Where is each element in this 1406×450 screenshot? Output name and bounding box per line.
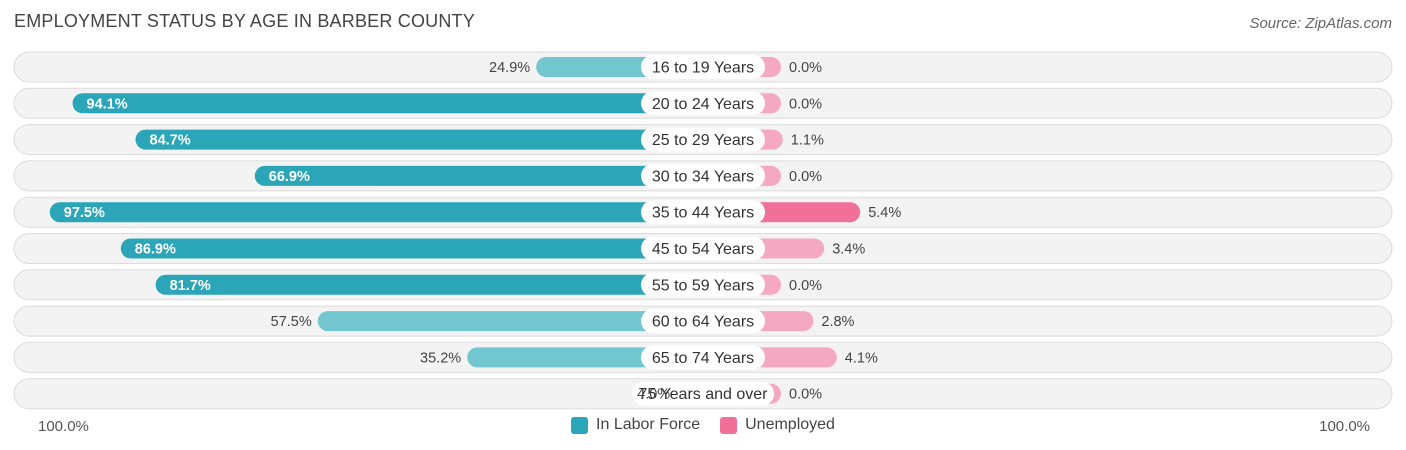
category-pill bbox=[641, 345, 765, 370]
labor-value-label: 66.9% bbox=[269, 169, 310, 185]
labor-value-label: 97.5% bbox=[64, 205, 105, 221]
legend: In Labor Force Unemployed bbox=[0, 416, 1406, 434]
labor-value-label: 35.2% bbox=[420, 350, 461, 366]
axis-left-label: 100.0% bbox=[38, 418, 89, 435]
category-label: 45 to 54 Years bbox=[652, 241, 754, 258]
unemployed-value-label: 2.8% bbox=[821, 314, 854, 330]
category-label: 35 to 44 Years bbox=[652, 205, 754, 222]
category-label: 55 to 59 Years bbox=[652, 277, 754, 294]
category-label: 60 to 64 Years bbox=[652, 314, 754, 331]
category-label: 30 to 34 Years bbox=[652, 168, 754, 185]
legend-label-unemployed: Unemployed bbox=[745, 416, 835, 433]
unemployed-value-label: 1.1% bbox=[791, 133, 824, 149]
labor-value-label: 4.0% bbox=[637, 387, 670, 403]
legend-item-unemployed[interactable]: Unemployed bbox=[720, 416, 835, 434]
unemployed-value-label: 0.0% bbox=[789, 278, 822, 294]
labor-value-label: 86.9% bbox=[135, 242, 176, 258]
labor-bar bbox=[49, 202, 703, 223]
unemployed-value-label: 0.0% bbox=[789, 169, 822, 185]
labor-value-label: 84.7% bbox=[150, 133, 191, 149]
labor-value-label: 94.1% bbox=[87, 96, 128, 112]
legend-label-labor: In Labor Force bbox=[596, 416, 701, 433]
category-pill bbox=[641, 55, 765, 79]
category-pill bbox=[641, 200, 765, 225]
chart-title: EMPLOYMENT STATUS BY AGE IN BARBER COUNT… bbox=[14, 11, 475, 31]
unemployed-value-label: 3.4% bbox=[832, 242, 865, 258]
category-label: 65 to 74 Years bbox=[652, 350, 754, 367]
employment-chart: 16 to 19 Years 24.9% 0.0% 20 to 24 Years 94.… bbox=[13, 51, 1393, 410]
category-label: 75 Years and over bbox=[639, 386, 769, 403]
category-pill bbox=[641, 127, 765, 152]
unemployed-value-label: 0.0% bbox=[789, 60, 822, 76]
labor-value-label: 81.7% bbox=[170, 278, 211, 294]
labor-bar bbox=[317, 311, 703, 332]
category-pill bbox=[641, 272, 765, 297]
labor-value-label: 57.5% bbox=[271, 314, 312, 330]
labor-bar bbox=[120, 238, 703, 259]
labor-value-label: 24.9% bbox=[489, 60, 530, 76]
category-pill bbox=[641, 163, 765, 188]
unemployed-value-label: 0.0% bbox=[789, 387, 822, 403]
labor-bar bbox=[135, 129, 703, 150]
legend-swatch-labor bbox=[571, 416, 589, 434]
labor-bar bbox=[155, 274, 704, 295]
legend-item-labor[interactable]: In Labor Force bbox=[571, 416, 700, 434]
category-label: 20 to 24 Years bbox=[652, 96, 754, 113]
legend-swatch-unemployed bbox=[720, 416, 738, 434]
unemployed-value-label: 5.4% bbox=[868, 205, 901, 221]
unemployed-value-label: 0.0% bbox=[789, 96, 822, 112]
labor-bar bbox=[254, 165, 703, 186]
category-label: 25 to 29 Years bbox=[652, 132, 754, 149]
labor-bar bbox=[72, 93, 703, 114]
axis-right-label: 100.0% bbox=[1319, 418, 1370, 435]
chart-source: Source: ZipAtlas.com bbox=[1249, 15, 1392, 32]
category-pill bbox=[641, 236, 765, 261]
category-pill bbox=[641, 91, 765, 116]
category-label: 16 to 19 Years bbox=[652, 60, 754, 77]
category-pill bbox=[632, 381, 774, 406]
unemployed-value-label: 4.1% bbox=[845, 350, 878, 366]
category-pill bbox=[641, 309, 765, 334]
